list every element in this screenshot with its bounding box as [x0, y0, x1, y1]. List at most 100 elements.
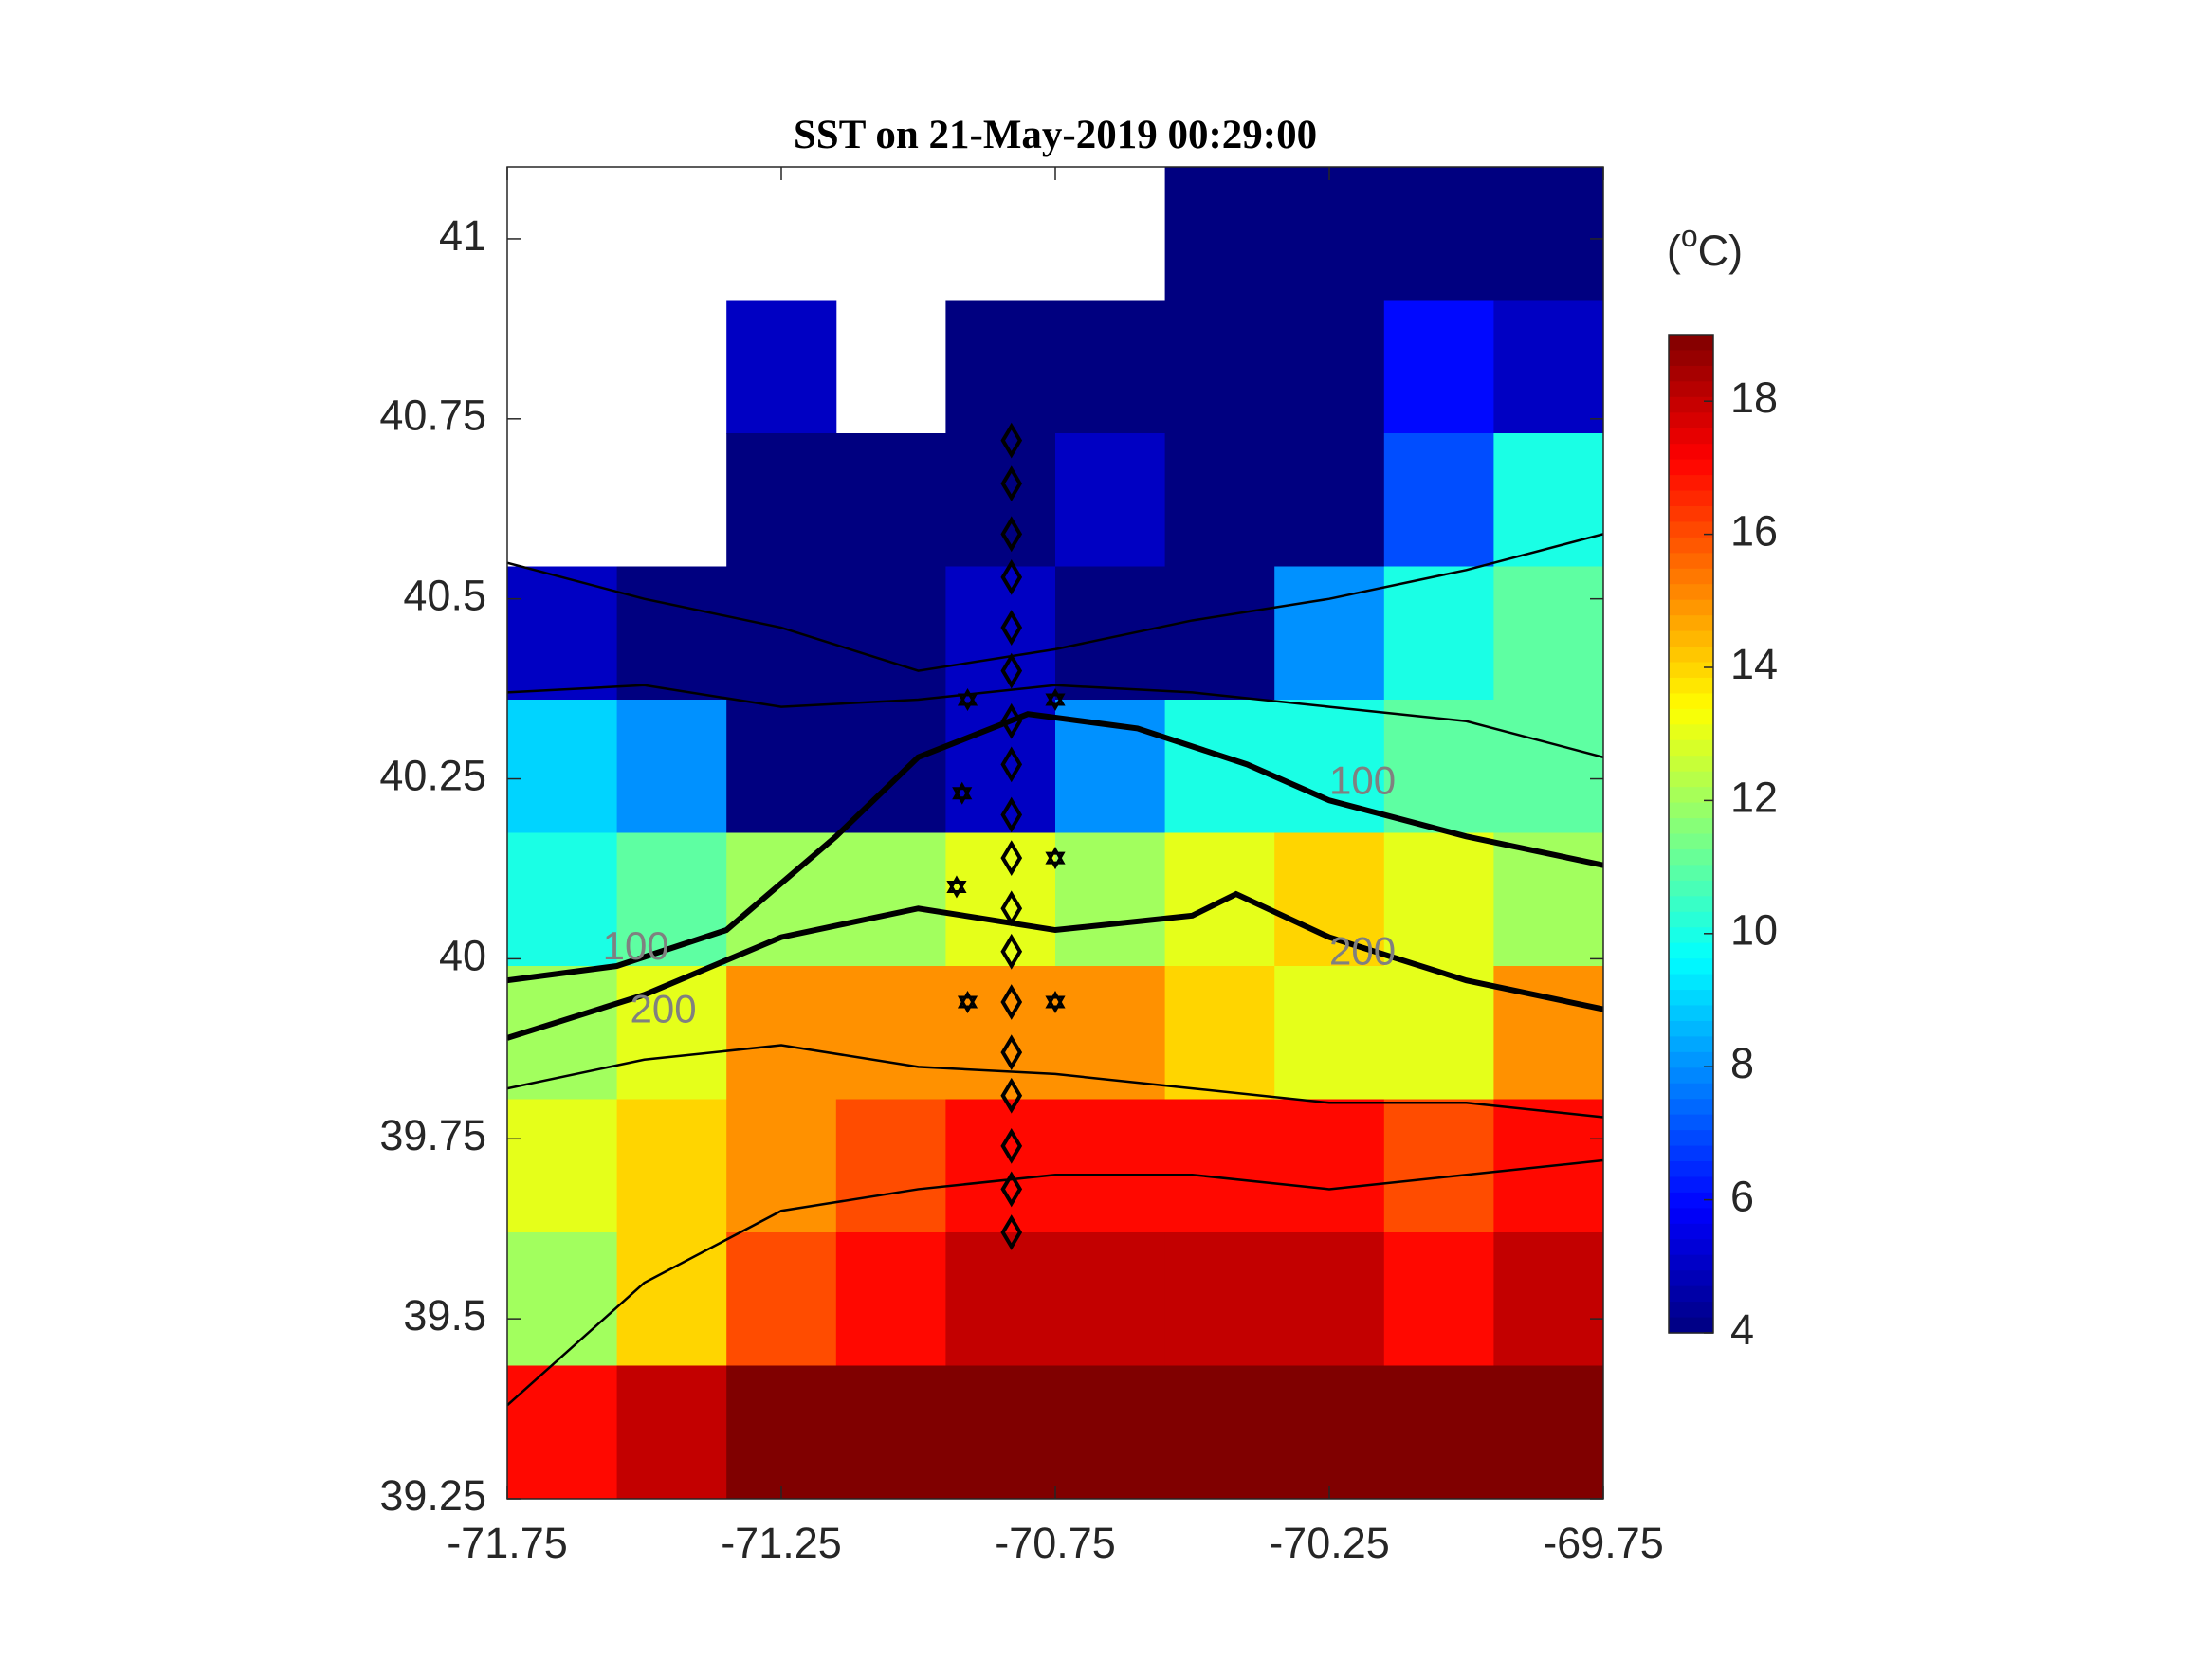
colorbar-tick-label: 6 — [1730, 1172, 1754, 1220]
colorbar-step — [1669, 942, 1713, 959]
chart-title: SST on 21-May-2019 00:29:00 — [794, 113, 1317, 157]
x-tick-label: -69.75 — [1543, 1519, 1664, 1567]
cell — [1383, 433, 1494, 567]
cell — [726, 966, 837, 1100]
cell — [1274, 1099, 1385, 1233]
cell — [616, 1099, 727, 1233]
contour — [507, 533, 1603, 672]
cell — [726, 1365, 837, 1499]
cell — [1274, 300, 1385, 434]
cell — [835, 966, 946, 1100]
colorbar-label: (oC) — [1667, 219, 1743, 274]
colorbar-step — [1669, 1020, 1713, 1037]
cell — [1164, 1365, 1275, 1499]
y-tick-label: 40.5 — [403, 572, 486, 620]
cell — [1383, 167, 1494, 301]
cell — [1164, 433, 1275, 567]
plot-area: 100 100 200 200 — [507, 167, 1603, 1499]
colorbar-step — [1669, 537, 1713, 554]
cell — [1055, 300, 1166, 434]
colorbar-tick-label: 8 — [1730, 1039, 1754, 1087]
cell — [726, 700, 837, 833]
star-station — [957, 990, 978, 1013]
cell — [1493, 300, 1603, 434]
isobath — [507, 711, 1603, 984]
colorbar-step — [1669, 1145, 1713, 1162]
contour-label: 200 — [1329, 929, 1396, 974]
isobath — [507, 890, 1603, 1041]
star-station — [1045, 990, 1066, 1013]
station — [1000, 422, 1023, 459]
colorbar-step — [1669, 1099, 1713, 1116]
cell — [507, 832, 618, 967]
colorbar-step — [1669, 896, 1713, 913]
star-station — [1045, 847, 1066, 870]
cell — [945, 1365, 1056, 1499]
cell — [945, 966, 1056, 1100]
cell — [726, 433, 837, 567]
cell — [726, 300, 837, 434]
colorbar-step — [1669, 335, 1713, 352]
cell — [1383, 566, 1494, 701]
station — [1000, 1214, 1023, 1250]
cell — [1055, 1232, 1166, 1366]
cell — [616, 832, 727, 967]
colorbar-step — [1669, 647, 1713, 664]
colorbar-tick-label: 14 — [1730, 640, 1778, 688]
cell — [1055, 1365, 1166, 1499]
station — [1000, 1171, 1023, 1208]
cell — [616, 966, 727, 1100]
colorbar-step — [1669, 865, 1713, 882]
x-tick-label: -71.25 — [721, 1519, 842, 1567]
cell — [1274, 966, 1385, 1100]
colorbar-step — [1669, 974, 1713, 991]
cell — [1274, 1365, 1385, 1499]
colorbar-tick-label: 10 — [1730, 906, 1778, 955]
colorbar-step — [1669, 833, 1713, 850]
star-station — [952, 781, 973, 805]
colorbar-step — [1669, 927, 1713, 944]
colorbar-step — [1669, 911, 1713, 928]
cell — [616, 566, 727, 701]
colorbar-tick-label: 4 — [1730, 1305, 1754, 1354]
y-tick-label: 39.75 — [379, 1111, 486, 1159]
colorbar-step — [1669, 350, 1713, 367]
colorbar-step — [1669, 381, 1713, 398]
star-station — [946, 875, 967, 899]
station — [1000, 890, 1023, 927]
cell — [1164, 300, 1275, 434]
colorbar-step — [1669, 708, 1713, 725]
cell — [1493, 566, 1603, 701]
colorbar-step — [1669, 1317, 1713, 1334]
colorbar-step — [1669, 365, 1713, 382]
cell — [1274, 433, 1385, 567]
colorbar-step — [1669, 1067, 1713, 1085]
cell — [835, 1232, 946, 1366]
colorbar-step — [1669, 615, 1713, 632]
y-tick-label: 40.25 — [379, 751, 486, 799]
colorbar-step — [1669, 568, 1713, 585]
cell — [507, 1099, 618, 1233]
colorbar-tick-label: 12 — [1730, 773, 1778, 821]
colorbar-step — [1669, 724, 1713, 741]
station — [1000, 652, 1023, 689]
cell — [1383, 832, 1494, 967]
cell — [1493, 167, 1603, 301]
colorbar-step — [1669, 958, 1713, 975]
contour — [507, 684, 1603, 758]
cell — [1164, 1232, 1275, 1366]
colorbar-step — [1669, 739, 1713, 757]
cell — [945, 300, 1056, 434]
colorbar-step — [1669, 444, 1713, 461]
station — [1000, 796, 1023, 833]
colorbar-step — [1669, 1208, 1713, 1225]
cell — [1493, 966, 1603, 1100]
cell — [945, 433, 1056, 567]
station — [1000, 465, 1023, 502]
contour-label: 100 — [1329, 757, 1396, 802]
station — [1000, 559, 1023, 595]
cell — [1274, 832, 1385, 967]
cell — [835, 433, 946, 567]
